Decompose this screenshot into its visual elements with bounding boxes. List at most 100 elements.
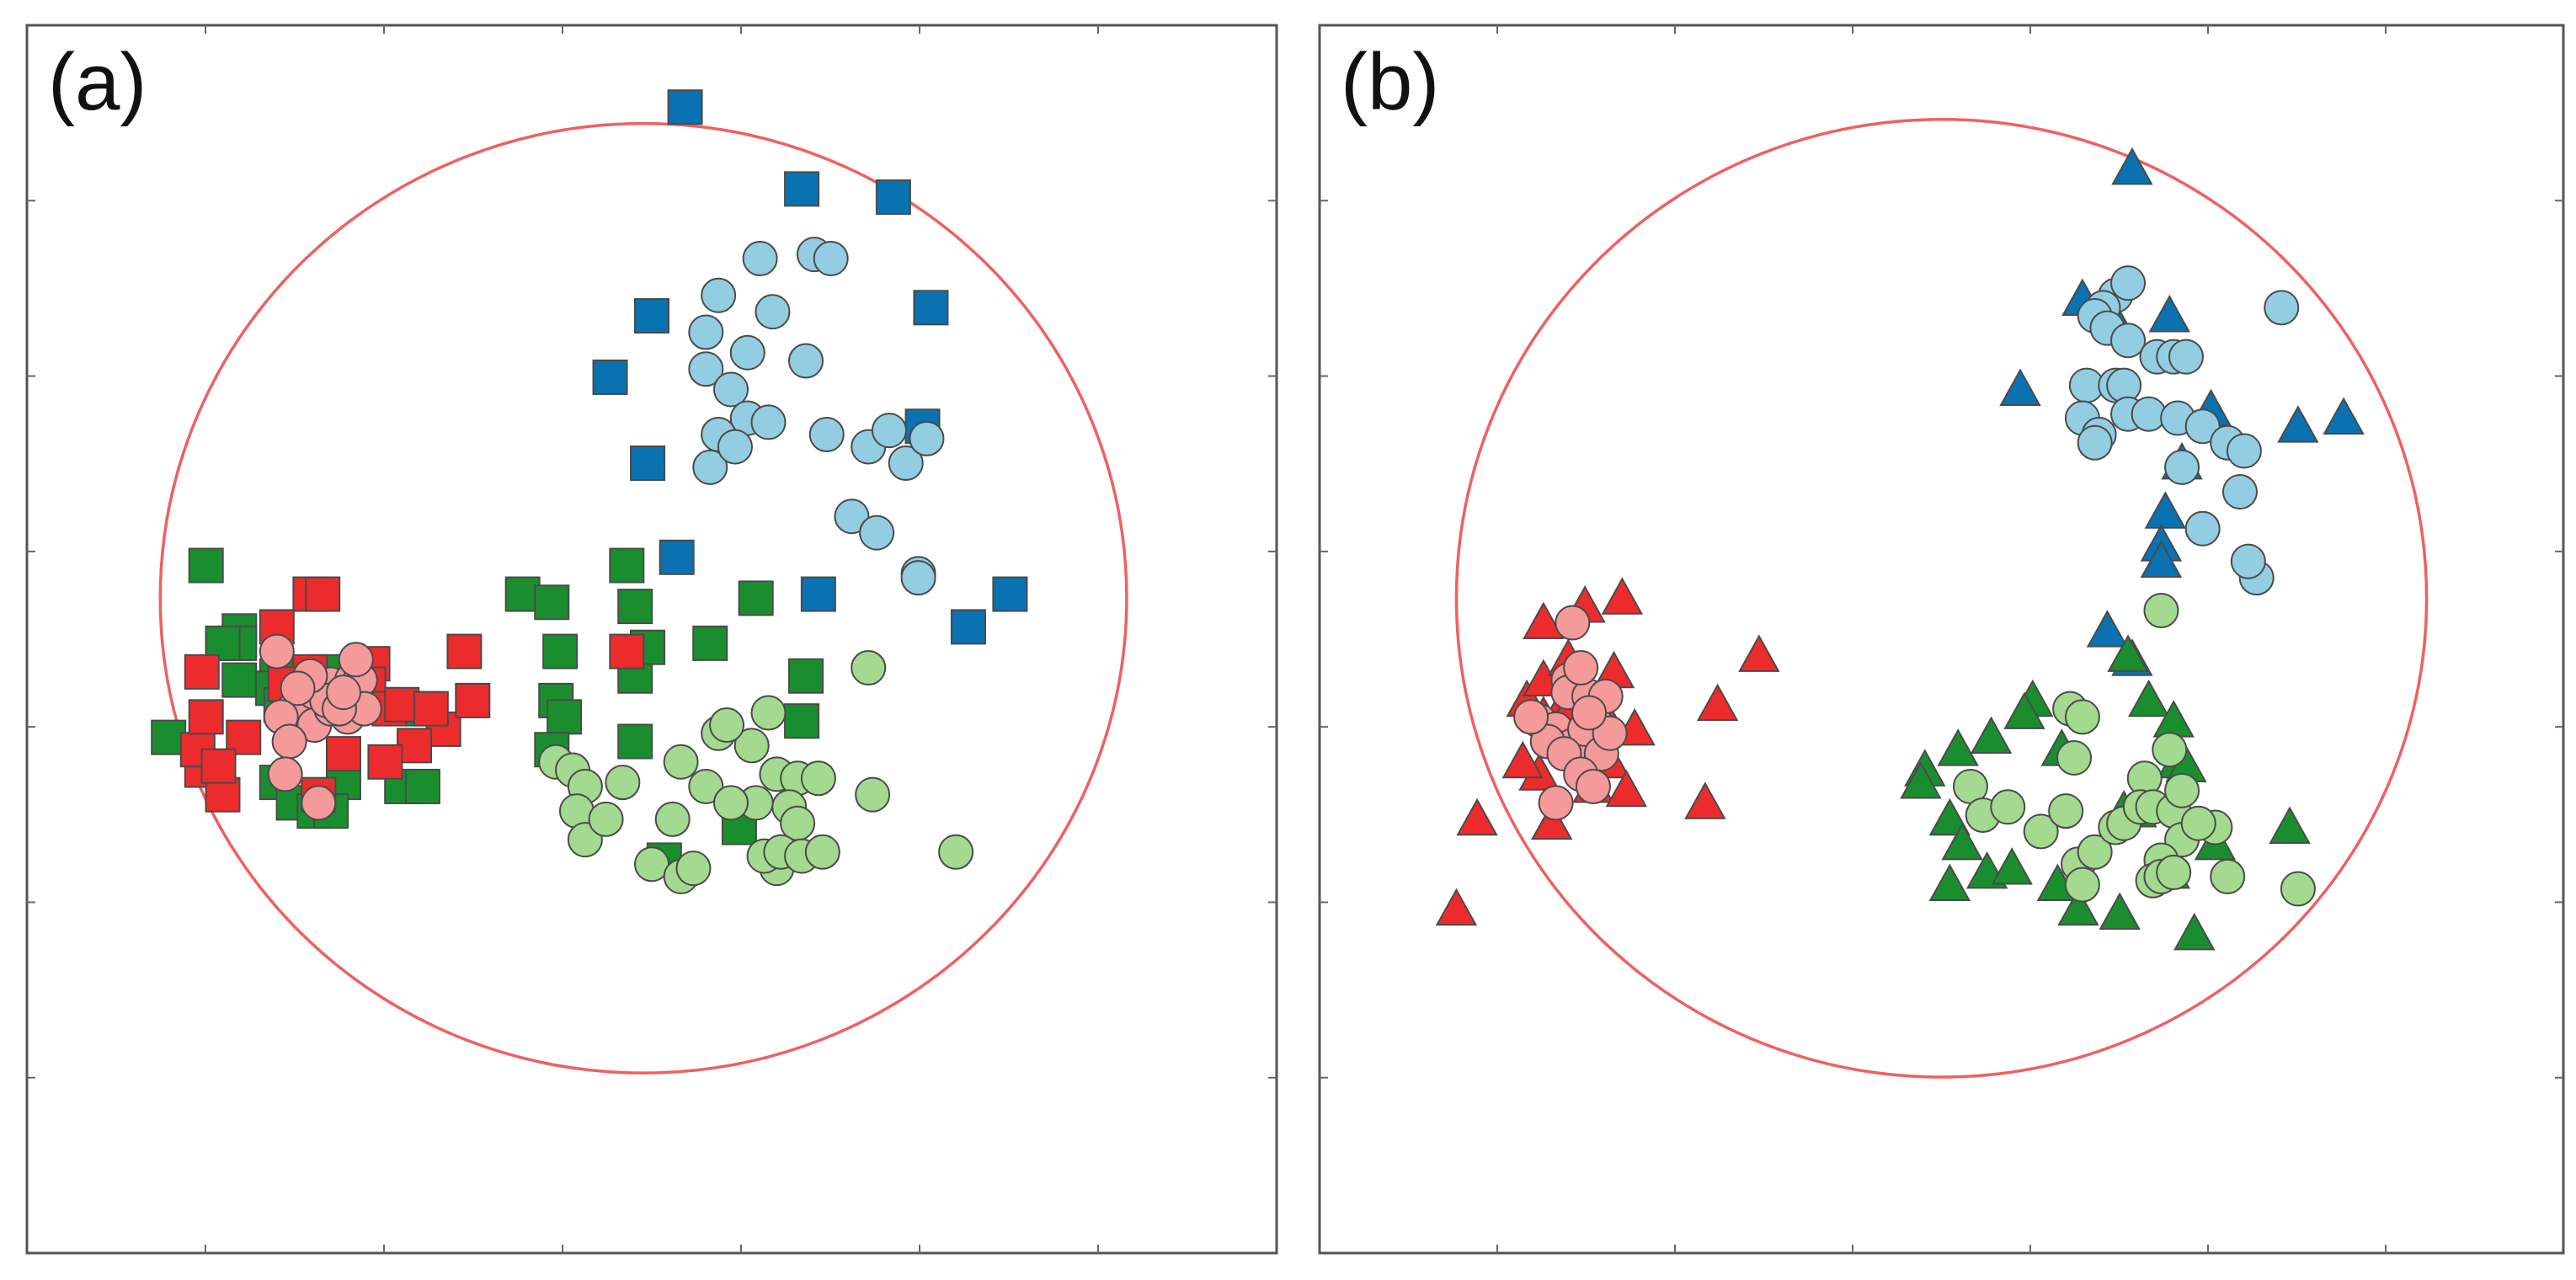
data-point-circle xyxy=(938,834,974,870)
series-triangle-2 xyxy=(1900,634,2311,951)
data-point-triangle xyxy=(1435,888,1478,926)
data-point-square xyxy=(617,589,653,625)
data-point-square xyxy=(617,723,653,760)
data-point-circle xyxy=(654,801,691,837)
data-point-circle xyxy=(813,241,849,277)
data-point-circle xyxy=(2164,449,2200,485)
data-point-square xyxy=(504,576,541,612)
data-point-triangle xyxy=(2277,405,2319,443)
data-point-square xyxy=(875,179,911,216)
data-point-square xyxy=(634,298,669,334)
data-point-square xyxy=(397,728,433,764)
data-point-triangle xyxy=(1999,368,2041,406)
series-circle-3 xyxy=(1952,592,2316,907)
data-point-triangle xyxy=(2127,679,2170,717)
data-point-square xyxy=(534,584,570,621)
data-point-triangle xyxy=(1605,769,1648,808)
data-point-circle xyxy=(755,294,791,330)
data-point-circle xyxy=(859,515,895,551)
data-point-square xyxy=(221,662,258,698)
panel-label: (a) xyxy=(48,37,147,127)
series-circle-3 xyxy=(538,650,974,894)
data-point-square xyxy=(188,547,224,584)
data-point-triangle xyxy=(1928,797,1971,836)
data-point-circle xyxy=(2131,396,2167,432)
data-point-circle xyxy=(692,449,728,485)
data-point-circle xyxy=(267,756,303,792)
data-point-circle xyxy=(588,801,624,837)
data-point-circle xyxy=(1513,699,1549,735)
data-point-circle xyxy=(834,499,870,535)
data-point-square xyxy=(609,633,645,669)
data-point-triangle xyxy=(1501,740,1544,779)
data-point-triangle xyxy=(2323,397,2365,435)
data-point-square xyxy=(659,539,695,575)
data-point-circle xyxy=(888,445,924,482)
data-point-circle xyxy=(2168,339,2204,375)
data-point-circle xyxy=(1563,650,1599,686)
data-point-triangle xyxy=(2148,295,2190,333)
data-point-circle xyxy=(301,785,337,821)
data-point-circle xyxy=(280,670,316,707)
data-point-square xyxy=(542,633,579,669)
data-point-square xyxy=(667,89,703,125)
data-point-triangle xyxy=(1970,716,2013,755)
data-point-circle xyxy=(675,851,712,887)
data-point-square xyxy=(367,744,403,780)
boundary-circle xyxy=(1454,118,2429,1079)
data-point-square xyxy=(226,719,262,755)
data-point-square xyxy=(592,359,628,395)
data-point-circle xyxy=(271,723,307,760)
data-point-square xyxy=(188,699,224,735)
data-point-square xyxy=(800,576,836,612)
panel-a: (a) xyxy=(25,24,1278,1255)
data-point-circle xyxy=(2048,793,2084,829)
data-point-triangle xyxy=(1684,781,1726,819)
data-point-circle xyxy=(338,642,374,678)
data-point-square xyxy=(200,748,237,784)
data-point-circle xyxy=(709,707,745,744)
data-point-triangle xyxy=(2111,147,2153,185)
data-point-triangle xyxy=(1696,683,1739,722)
data-point-circle xyxy=(325,675,361,711)
data-point-square xyxy=(609,547,645,584)
data-point-square xyxy=(205,625,241,661)
data-point-square xyxy=(404,768,440,804)
data-point-circle xyxy=(2064,867,2100,903)
data-point-square xyxy=(784,703,820,739)
data-point-circle xyxy=(2221,474,2258,510)
data-point-circle xyxy=(2164,772,2200,808)
panel-label: (b) xyxy=(1341,37,1439,127)
data-point-circle xyxy=(750,404,787,440)
data-point-triangle xyxy=(2003,691,2045,729)
data-point-circle xyxy=(800,760,836,797)
data-point-square xyxy=(151,719,187,755)
data-point-circle xyxy=(1538,785,1574,821)
data-point-triangle xyxy=(2086,610,2129,648)
data-point-square xyxy=(788,658,824,694)
data-point-square xyxy=(950,609,986,645)
data-point-circle xyxy=(663,744,699,780)
data-point-circle xyxy=(2110,265,2147,301)
series-square-0 xyxy=(592,89,1028,645)
data-point-circle xyxy=(1575,768,1611,804)
panel-b: (b) xyxy=(1318,24,2565,1255)
data-point-square xyxy=(305,576,341,612)
series-circle-1 xyxy=(688,237,945,596)
data-point-circle xyxy=(2184,510,2221,547)
data-point-circle xyxy=(2230,543,2266,579)
data-point-triangle xyxy=(2107,634,2149,672)
data-point-circle xyxy=(712,371,749,408)
data-point-circle xyxy=(2064,699,2100,735)
data-point-triangle xyxy=(2057,888,2099,926)
data-point-square xyxy=(325,736,361,772)
data-point-circle xyxy=(808,417,845,452)
data-point-circle xyxy=(2077,424,2113,461)
data-point-square xyxy=(547,699,583,735)
plot-frame xyxy=(1318,24,2565,1255)
data-point-circle xyxy=(900,560,936,596)
data-point-square xyxy=(446,633,483,669)
data-point-circle xyxy=(2280,871,2316,907)
data-point-circle xyxy=(742,241,778,277)
data-point-square xyxy=(630,445,666,482)
